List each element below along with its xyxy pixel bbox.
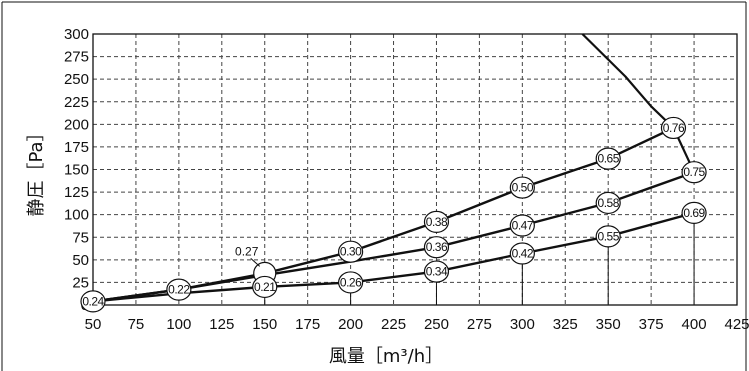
value-bubble bbox=[595, 225, 621, 248]
value-label: 0.24 bbox=[82, 294, 104, 308]
value-label: 0.22 bbox=[168, 283, 190, 297]
value-label: 0.34 bbox=[426, 265, 448, 279]
x-tick-label: 100 bbox=[166, 316, 191, 333]
value-bubble bbox=[681, 161, 707, 184]
x-tick-label: 225 bbox=[381, 316, 406, 333]
value-bubble bbox=[681, 201, 707, 224]
value-bubble bbox=[509, 242, 535, 265]
x-tick-label: 125 bbox=[209, 316, 234, 333]
y-tick-label: 75 bbox=[72, 229, 89, 246]
value-label: 0.65 bbox=[598, 152, 620, 166]
value-label: 0.76 bbox=[663, 121, 685, 135]
x-tick-label: 275 bbox=[467, 316, 492, 333]
value-label: 0.38 bbox=[426, 215, 448, 229]
value-bubble bbox=[338, 240, 364, 263]
value-bubble bbox=[338, 271, 364, 294]
value-label: 0.27 bbox=[235, 244, 259, 258]
y-axis-title: 静圧［Pa］ bbox=[26, 123, 47, 216]
y-tick-label: 250 bbox=[64, 71, 89, 88]
x-tick-label: 175 bbox=[295, 316, 320, 333]
y-tick-label: 100 bbox=[64, 207, 89, 224]
x-tick-label: 50 bbox=[85, 316, 102, 333]
value-label: 0.47 bbox=[512, 219, 534, 233]
series-line bbox=[92, 171, 695, 303]
value-label: 0.75 bbox=[683, 165, 705, 179]
value-bubble bbox=[595, 147, 621, 170]
value-bubble bbox=[423, 260, 450, 283]
y-tick-label: 125 bbox=[64, 184, 89, 201]
y-tick-label: 175 bbox=[64, 139, 89, 156]
x-tick-labels: 50 75 100 125 150 175 200 225 250 275 300 325 350 375… bbox=[85, 316, 749, 333]
value-bubble bbox=[423, 210, 450, 233]
x-tick-label: 325 bbox=[553, 316, 578, 333]
y-tick-label: 275 bbox=[64, 49, 89, 66]
value-label: 0.58 bbox=[598, 196, 620, 210]
x-tick-label: 75 bbox=[128, 316, 145, 333]
value-label: 0.50 bbox=[512, 181, 534, 195]
value-bubbles: 0.24 0.22 0.27 0.30 0.38 0.50 0.65 0.76 0.36 0.47… bbox=[80, 116, 707, 313]
x-tick-label: 250 bbox=[424, 316, 449, 333]
value-label: 0.69 bbox=[683, 206, 705, 220]
y-tick-labels: 0255075100125150175200225250275300 bbox=[64, 26, 89, 314]
value-bubble bbox=[660, 116, 687, 140]
value-bubble bbox=[509, 176, 535, 199]
value-label: 0.36 bbox=[426, 240, 448, 254]
x-tick-label: 300 bbox=[510, 316, 535, 333]
value-label: 0.42 bbox=[512, 247, 534, 261]
value-label: 0.26 bbox=[340, 275, 362, 289]
y-tick-label: 50 bbox=[72, 252, 89, 269]
y-tick-label: 225 bbox=[64, 94, 89, 111]
series-lines bbox=[92, 33, 696, 303]
x-tick-label: 375 bbox=[639, 316, 664, 333]
value-label: 0.21 bbox=[254, 280, 276, 294]
y-tick-label: 200 bbox=[64, 116, 89, 133]
x-tick-label: 350 bbox=[596, 316, 621, 333]
series-line bbox=[581, 33, 696, 173]
value-bubble bbox=[80, 290, 106, 313]
value-bubble bbox=[166, 278, 192, 301]
series-line bbox=[92, 211, 695, 303]
value-label: 0.30 bbox=[340, 245, 362, 259]
y-tick-label: 25 bbox=[72, 274, 89, 291]
y-tick-label: 300 bbox=[64, 26, 89, 43]
x-tick-label: 200 bbox=[338, 316, 363, 333]
x-tick-label: 400 bbox=[682, 316, 707, 333]
callout-leader bbox=[250, 258, 261, 267]
value-label: 0.55 bbox=[598, 229, 620, 243]
plot-frame bbox=[92, 33, 738, 306]
value-bubble bbox=[595, 191, 621, 215]
value-bubble bbox=[252, 275, 278, 299]
value-bubble bbox=[423, 236, 450, 259]
value-bubble bbox=[509, 214, 535, 237]
x-tick-label: 150 bbox=[252, 316, 277, 333]
x-axis-title: 風量［m³/h］ bbox=[329, 346, 443, 367]
y-tick-label: 150 bbox=[64, 162, 89, 179]
x-tick-label: 425 bbox=[724, 316, 749, 333]
